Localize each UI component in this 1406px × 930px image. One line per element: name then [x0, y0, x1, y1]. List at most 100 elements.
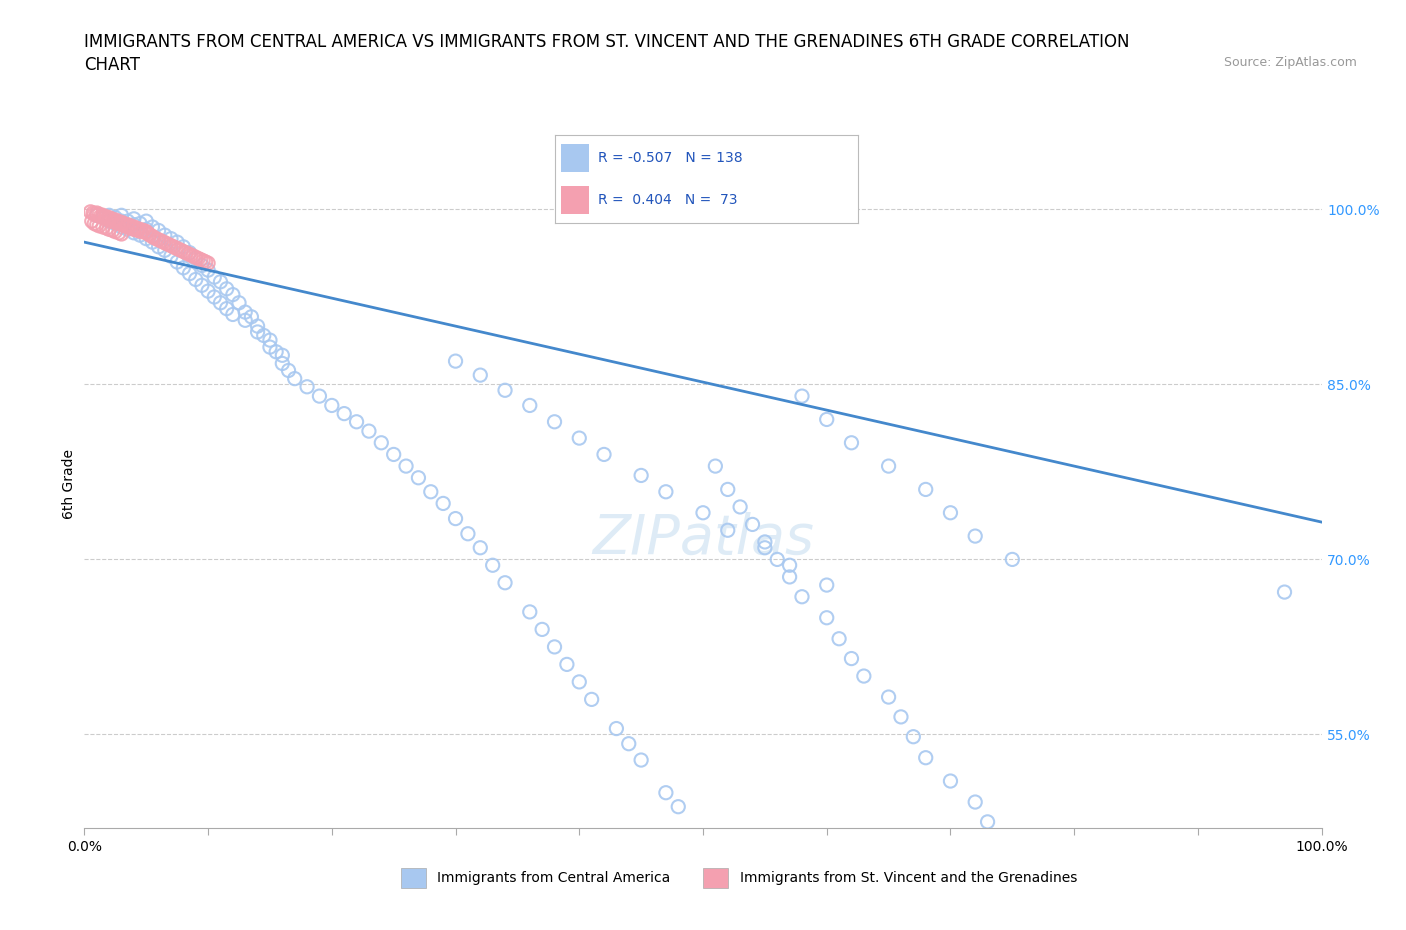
Point	[114, 219, 136, 233]
Point	[89, 206, 111, 221]
Point	[172, 244, 194, 259]
Point	[167, 242, 190, 257]
Point	[1050, 888, 1073, 903]
Text: ZIPatlas: ZIPatlas	[592, 512, 814, 565]
Point	[253, 328, 276, 343]
Point	[779, 558, 801, 573]
Point	[233, 305, 256, 320]
Point	[815, 578, 838, 592]
Point	[457, 526, 479, 541]
Point	[692, 505, 714, 520]
Point	[965, 528, 987, 543]
Point	[86, 218, 108, 232]
Point	[470, 367, 492, 382]
Text: CHART: CHART	[84, 56, 141, 73]
Point	[166, 255, 188, 270]
Point	[190, 252, 212, 267]
Point	[94, 209, 117, 224]
Point	[717, 482, 740, 497]
Point	[104, 215, 127, 230]
Point	[246, 319, 269, 334]
Point	[108, 225, 131, 240]
Point	[98, 213, 121, 228]
Point	[91, 210, 114, 225]
Point	[165, 241, 187, 256]
Point	[104, 224, 127, 239]
Point	[110, 215, 132, 230]
Point	[98, 208, 121, 223]
Point	[419, 485, 441, 499]
Point	[240, 310, 263, 325]
Point	[655, 485, 678, 499]
Point	[976, 815, 998, 830]
Point	[160, 232, 183, 246]
Point	[135, 232, 157, 246]
Point	[148, 239, 170, 254]
Point	[122, 211, 145, 226]
Point	[141, 234, 163, 249]
Point	[655, 785, 678, 800]
Point	[890, 710, 912, 724]
Point	[162, 239, 184, 254]
Point	[531, 622, 554, 637]
Point	[370, 435, 392, 450]
Point	[122, 225, 145, 240]
Point	[120, 220, 142, 235]
Point	[101, 214, 124, 229]
Point	[593, 447, 616, 462]
Point	[142, 230, 165, 245]
Text: R =  0.404   N =  73: R = 0.404 N = 73	[598, 193, 737, 207]
Point	[148, 232, 170, 247]
Point	[197, 256, 219, 271]
Point	[346, 415, 368, 430]
Point	[180, 247, 202, 262]
Point	[145, 232, 167, 246]
Point	[110, 227, 132, 242]
Point	[766, 552, 789, 567]
Point	[104, 216, 127, 231]
Point	[79, 205, 101, 219]
Text: R = -0.507   N = 138: R = -0.507 N = 138	[598, 151, 742, 165]
Point	[117, 222, 139, 237]
Point	[181, 248, 204, 263]
Point	[215, 282, 238, 297]
Point	[129, 216, 152, 231]
Point	[246, 325, 269, 339]
Point	[666, 799, 689, 814]
Point	[150, 233, 173, 248]
Point	[815, 412, 838, 427]
Point	[89, 219, 111, 233]
Point	[100, 211, 122, 226]
Point	[110, 218, 132, 232]
Point	[470, 540, 492, 555]
Point	[98, 214, 121, 229]
Point	[408, 471, 430, 485]
Point	[321, 398, 343, 413]
Point	[191, 253, 214, 268]
Point	[104, 210, 127, 225]
Point	[852, 669, 875, 684]
Point	[1001, 834, 1024, 849]
Point	[187, 251, 209, 266]
Point	[107, 214, 129, 229]
Point	[197, 284, 219, 299]
Point	[494, 576, 516, 591]
Point	[1274, 585, 1296, 600]
Point	[82, 206, 104, 220]
Point	[177, 246, 200, 261]
Point	[790, 389, 813, 404]
Point	[264, 344, 287, 359]
Point	[259, 333, 281, 348]
Point	[357, 424, 380, 439]
Point	[101, 223, 124, 238]
Point	[222, 287, 245, 302]
Point	[543, 640, 565, 655]
Point	[215, 301, 238, 316]
Point	[543, 415, 565, 430]
Point	[138, 227, 160, 242]
Point	[110, 214, 132, 229]
Point	[432, 496, 454, 511]
Point	[155, 236, 177, 251]
Point	[841, 435, 863, 450]
Point	[191, 258, 214, 272]
